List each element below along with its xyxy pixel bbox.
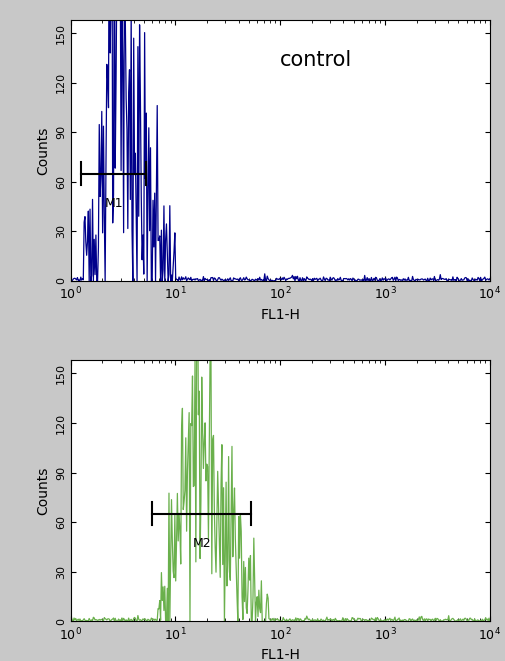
Text: M1: M1: [105, 197, 123, 210]
X-axis label: FL1-H: FL1-H: [261, 308, 300, 322]
Y-axis label: Counts: Counts: [36, 467, 51, 515]
X-axis label: FL1-H: FL1-H: [261, 648, 300, 661]
Text: M2: M2: [192, 537, 211, 550]
Text: control: control: [280, 50, 352, 69]
Y-axis label: Counts: Counts: [36, 126, 51, 175]
